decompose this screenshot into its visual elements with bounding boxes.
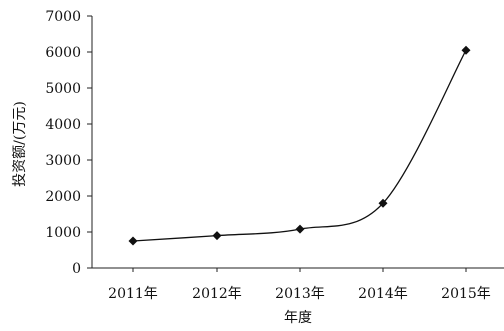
y-tick-label: 5000 (45, 81, 81, 97)
x-tick-label: 2013年 (275, 286, 325, 302)
y-axis-ticks: 0 1000 2000 3000 4000 5000 6000 7000 (45, 9, 92, 277)
y-tick-label: 3000 (45, 153, 81, 169)
y-axis-label: 投资额/(万元) (12, 101, 28, 187)
y-tick-label: 0 (72, 261, 81, 277)
data-point-marker (378, 198, 388, 208)
x-axis-label: 年度 (284, 310, 312, 326)
series-markers (128, 45, 471, 246)
y-tick-label: 7000 (45, 9, 81, 25)
y-tick-label: 6000 (45, 45, 81, 61)
y-tick-label: 1000 (45, 225, 81, 241)
data-point-marker (212, 231, 222, 241)
series-line (132, 49, 467, 242)
y-tick-label: 2000 (45, 189, 81, 205)
data-point-marker (295, 224, 305, 234)
x-tick-label: 2011年 (108, 286, 158, 302)
x-tick-label: 2014年 (358, 286, 408, 302)
data-point-marker (461, 45, 471, 55)
x-tick-label: 2012年 (192, 286, 242, 302)
data-point-marker (128, 236, 138, 246)
y-tick-label: 4000 (45, 117, 81, 133)
x-axis-ticks: 2011年 2012年 2013年 2014年 2015年 (108, 268, 491, 302)
x-tick-label: 2015年 (441, 286, 491, 302)
